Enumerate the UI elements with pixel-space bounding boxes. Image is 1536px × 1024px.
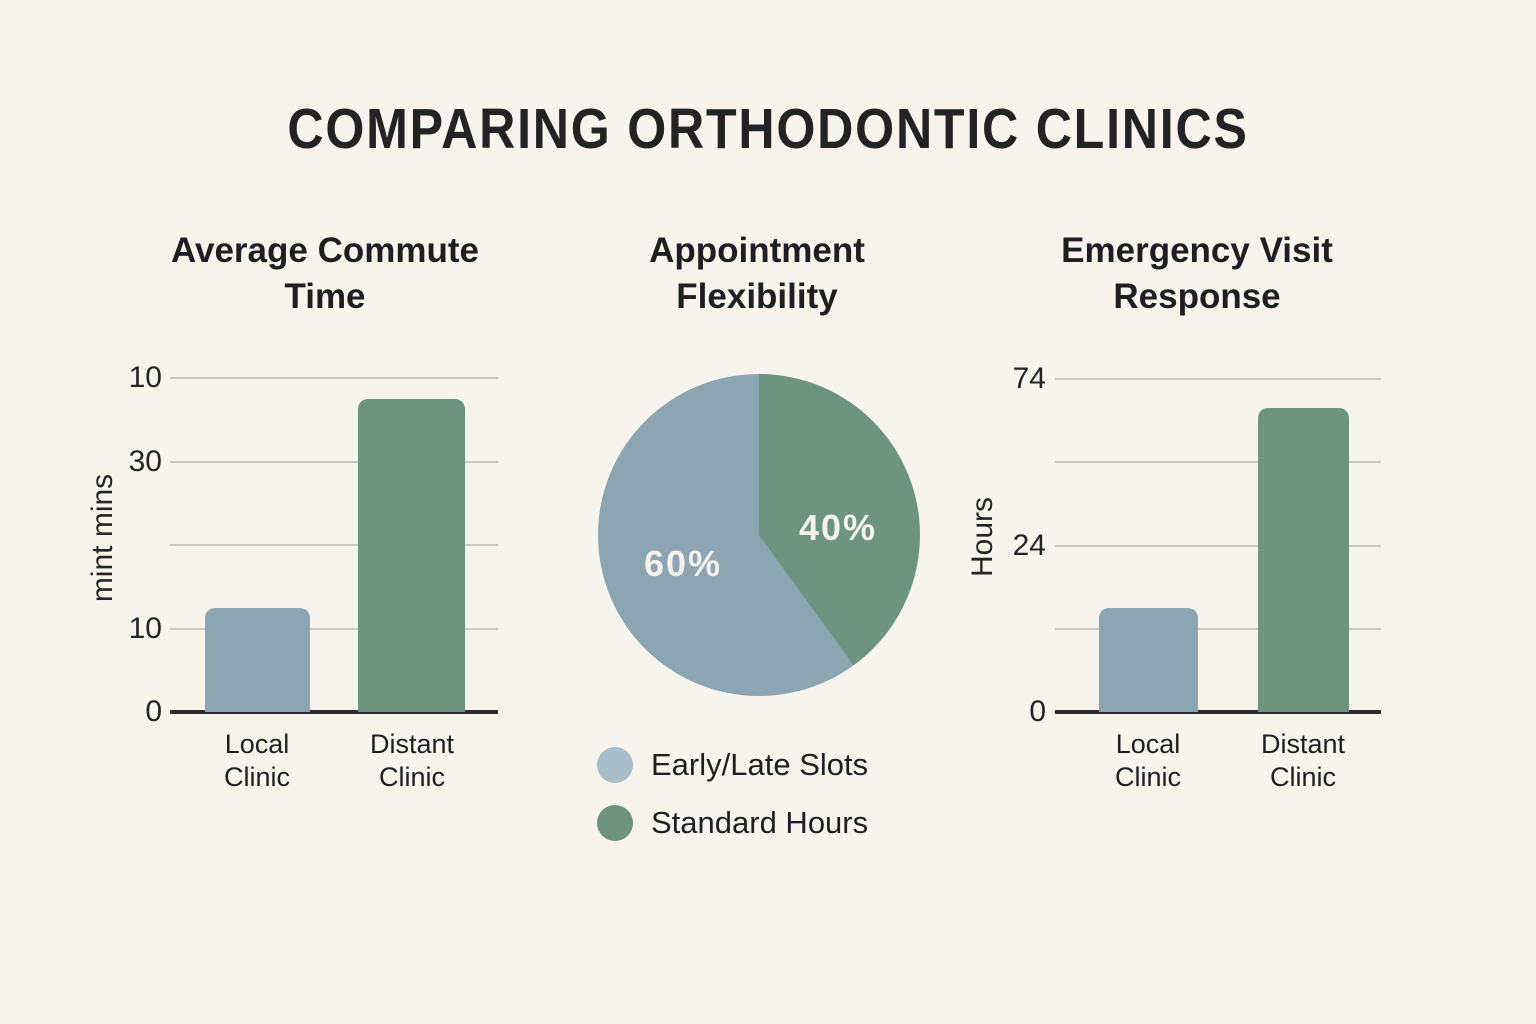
gridline xyxy=(170,544,498,546)
legend-label-early-late-slots: Early/Late Slots xyxy=(651,747,869,782)
bar-distant-clinic xyxy=(1258,408,1349,712)
category-label-local-clinic: Local Clinic xyxy=(223,729,290,792)
gridline xyxy=(170,627,498,630)
y-axis-label-commute: mint mins xyxy=(86,473,119,603)
gridline xyxy=(1055,378,1381,380)
chart-title-appointment-flexibility: Appointment Flexibility xyxy=(557,228,957,320)
chart-title-line: Appointment xyxy=(649,231,865,270)
gridline xyxy=(1055,461,1381,464)
pie-chart-appointment-flexibility xyxy=(598,374,920,696)
chart-title-line: Average Commute xyxy=(171,231,479,270)
y-tick-label: 30 xyxy=(128,444,162,478)
y-tick-label: 10 xyxy=(128,611,162,645)
gridline xyxy=(1055,627,1381,630)
page-title: COMPARING ORTHODONTIC CLINICS xyxy=(287,97,1249,161)
gridline xyxy=(170,377,498,379)
bar-local-clinic xyxy=(205,608,310,712)
chart-title-line: Time xyxy=(284,277,366,316)
chart-title-line: Response xyxy=(1113,277,1281,316)
chart-title-line: Flexibility xyxy=(676,277,838,316)
pie-slice-label-standard-hours: 40% xyxy=(798,507,878,548)
category-label-local-clinic: Local Clinic xyxy=(1114,729,1181,792)
chart-title-emergency-visit-response: Emergency Visit Response xyxy=(997,228,1397,320)
legend-label-standard-hours: Standard Hours xyxy=(651,805,869,840)
legend-swatch-early-late-slots xyxy=(597,747,633,783)
y-tick-label: 24 xyxy=(1012,528,1046,562)
gridline xyxy=(170,460,498,463)
y-tick-label: 74 xyxy=(1012,362,1046,395)
gridline xyxy=(1055,544,1381,547)
bar-local-clinic xyxy=(1099,608,1198,712)
category-label-distant-clinic: Distant Clinic xyxy=(369,729,455,792)
category-label-distant-clinic: Distant Clinic xyxy=(1260,729,1346,792)
y-tick-label: 0 xyxy=(1029,695,1046,728)
y-tick-label: 10 xyxy=(128,361,162,394)
bar-distant-clinic xyxy=(358,399,465,712)
chart-title-average-commute-time: Average Commute Time xyxy=(125,228,525,320)
pie-slice-label-early-late-slots: 60% xyxy=(643,543,723,584)
y-tick-label: 0 xyxy=(145,695,162,728)
chart-title-line: Emergency Visit xyxy=(1061,231,1333,270)
x-axis-baseline xyxy=(170,710,498,714)
x-axis-baseline xyxy=(1055,710,1381,714)
legend-swatch-standard-hours xyxy=(597,805,633,841)
